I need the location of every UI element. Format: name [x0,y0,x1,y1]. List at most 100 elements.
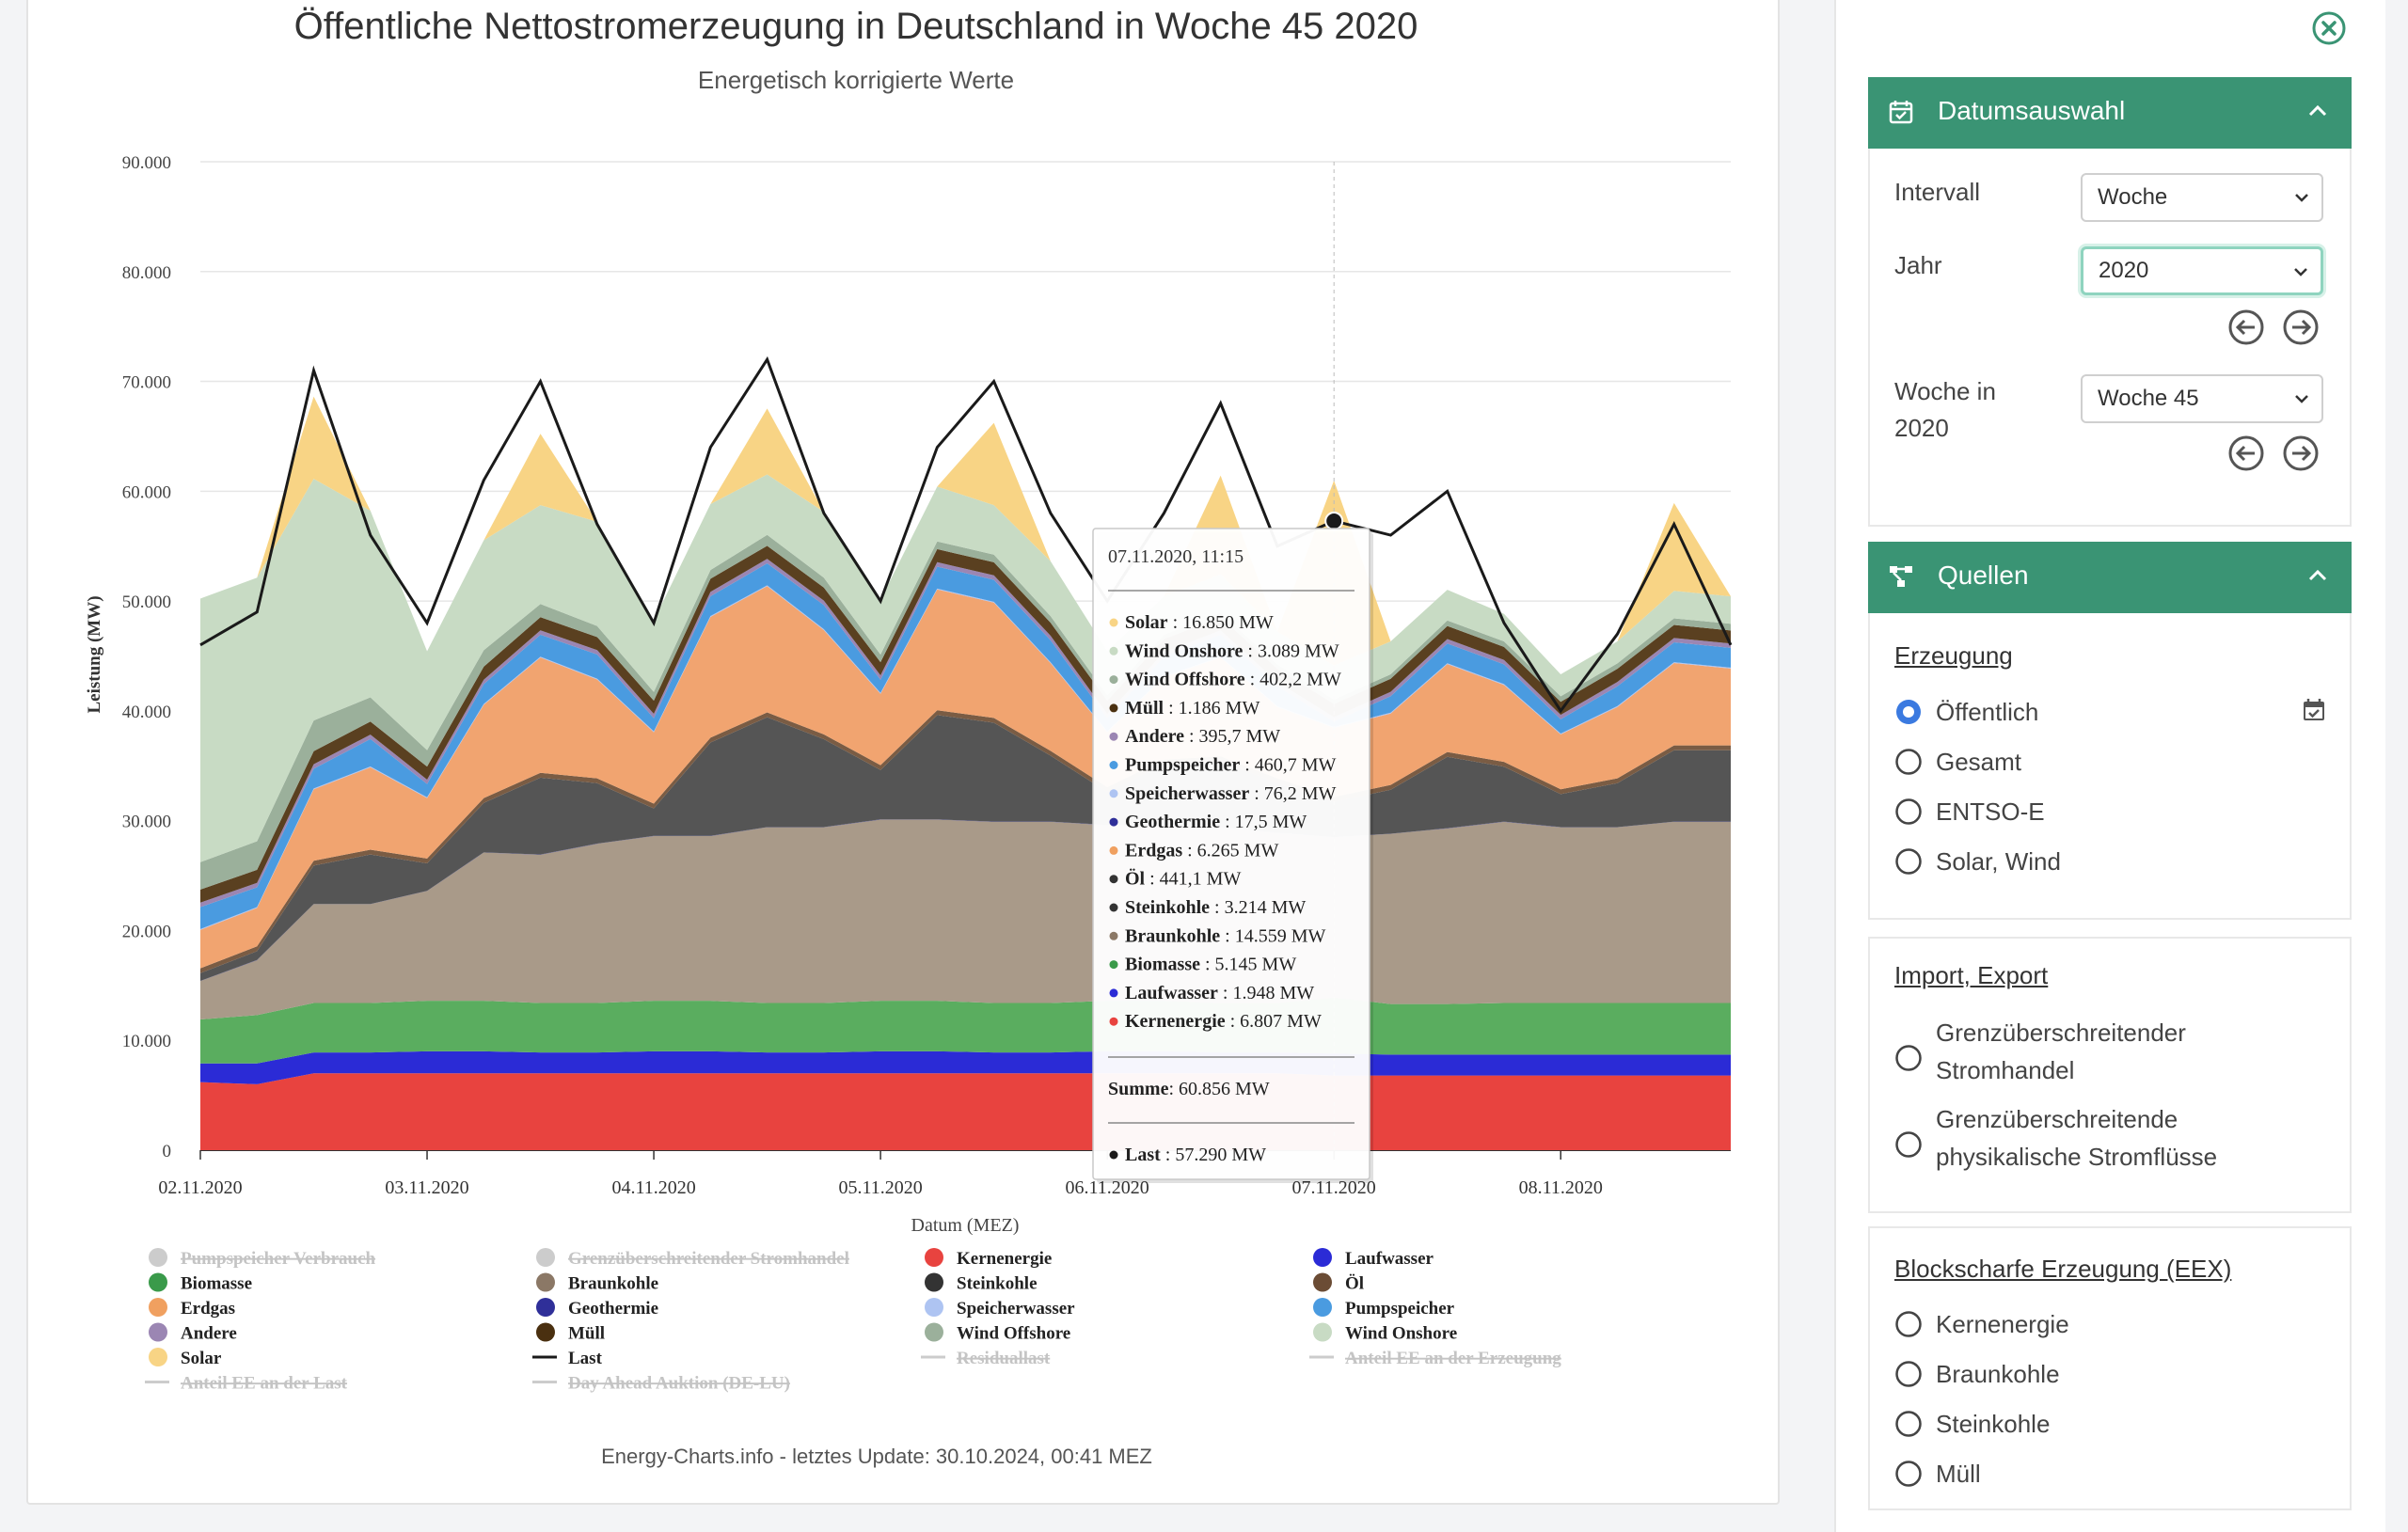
tooltip-dot [1109,931,1118,940]
legend-item[interactable]: Pumpspeicher Verbrauch [149,1248,376,1269]
intervall-label: Intervall [1894,178,1981,206]
legend-label: Braunkohle [568,1274,658,1294]
jahr-select[interactable]: 2020 [2081,246,2323,295]
sources-icon [1890,566,1912,587]
y-tick-label: 70.000 [122,373,171,393]
tooltip-row-label: Solar [1125,612,1168,633]
radio-block[interactable] [1894,1360,1923,1388]
prev-year-arrow-icon[interactable] [2227,308,2265,346]
radio-block[interactable] [1894,1310,1923,1338]
legend-item[interactable]: Speicherwasser [925,1298,1075,1319]
legend-item[interactable]: Solar [149,1348,222,1368]
tooltip-row-label: Geothermie [1125,812,1220,832]
legend-item[interactable]: Wind Offshore [925,1322,1070,1344]
legend-label: Residuallast [957,1349,1051,1368]
chevron-up-icon[interactable] [2308,568,2327,581]
y-tick-label: 60.000 [122,482,171,502]
next-year-arrow-icon[interactable] [2282,308,2320,346]
block-title[interactable]: Blockscharfe Erzeugung (EEX) [1894,1255,2232,1283]
close-icon[interactable] [2311,10,2347,46]
legend-item[interactable]: Kernenergie [925,1248,1052,1269]
radio-import-label: Grenzüberschreitender [1936,1019,2186,1047]
tooltip-dot [1109,732,1118,741]
legend-item[interactable]: Anteil EE an der Erzeugung [1309,1349,1561,1368]
legend-label: Anteil EE an der Last [181,1374,348,1394]
legend-item[interactable]: Andere [149,1322,237,1344]
legend-label: Andere [181,1324,237,1344]
erzeugung-title[interactable]: Erzeugung [1894,641,2013,670]
radio-erzeugung[interactable] [1894,798,1923,826]
legend-item[interactable]: Öl [1313,1272,1364,1294]
legend-item[interactable]: Laufwasser [1313,1248,1434,1269]
woche-value: Woche 45 [2098,386,2199,411]
radio-block[interactable] [1894,1410,1923,1438]
legend-marker [1313,1248,1332,1267]
legend-label: Geothermie [568,1299,658,1319]
legend-marker [925,1322,943,1342]
legend-label: Pumpspeicher Verbrauch [181,1249,376,1269]
x-tick-label: 03.11.2020 [385,1177,468,1198]
tooltip-dot [1109,761,1118,769]
tooltip-row-value: : 16.850 MW [1168,612,1274,633]
legend-item[interactable]: Day Ahead Auktion (DE-LU) [532,1374,790,1394]
legend-marker [536,1298,555,1317]
legend-item[interactable]: Last [532,1349,603,1368]
legend-item[interactable]: Wind Onshore [1313,1322,1457,1344]
legend-item[interactable]: Geothermie [536,1298,658,1319]
block-body [1868,1226,2352,1510]
tooltip-row-label: Wind Offshore [1125,670,1245,690]
tooltip-row: Müll : 1.186 MW [1125,698,1259,719]
chart-svg[interactable]: 0 10.000 20.000 30.000 40.000 50.000 60.000 70.… [0,0,1778,1448]
quellen-header[interactable]: Quellen [1868,542,2352,613]
legend-marker [1313,1322,1332,1342]
radio-erzeugung[interactable] [1894,748,1923,776]
import-title[interactable]: Import, Export [1894,961,2049,989]
tooltip-row-label: Braunkohle [1125,925,1220,946]
legend-item[interactable]: Anteil EE an der Last [145,1374,348,1394]
radio-erzeugung[interactable] [1894,698,1923,726]
chevron-up-icon[interactable] [2308,103,2327,117]
area-andere [200,559,1731,908]
chart-title: Öffentliche Nettostromerzeugung in Deuts… [293,6,1418,47]
area-pumpspeicher [200,562,1731,929]
legend-item[interactable]: Erdgas [149,1298,235,1319]
radio-erzeugung-label: Öffentlich [1936,698,2039,726]
tooltip-dot [1109,960,1118,970]
legend-item[interactable]: Braunkohle [536,1272,658,1294]
calendar-icon [1889,101,1913,124]
legend-item[interactable]: Müll [536,1322,605,1344]
series-line-last [199,355,1733,714]
legend-label: Wind Offshore [957,1324,1070,1344]
woche-select[interactable]: Woche 45 [2081,374,2323,423]
radio-erzeugung[interactable] [1894,847,1923,876]
legend-label: Erdgas [181,1299,235,1319]
tooltip-dot [1109,1150,1118,1160]
datumsauswahl-header[interactable]: Datumsauswahl [1868,77,2352,149]
tooltip-row: Braunkohle : 14.559 MW [1125,925,1325,946]
tooltip-last-value: : 57.290 MW [1161,1145,1266,1165]
tooltip-row-label: Biomasse [1125,955,1200,975]
radio-block[interactable] [1894,1460,1923,1488]
intervall-value: Woche [2098,184,2168,210]
radio-import[interactable] [1894,1044,1923,1072]
legend-marker [925,1272,943,1292]
tooltip-dot [1109,875,1118,884]
legend-label: Grenzüberschreitender Stromhandel [568,1249,849,1269]
tooltip-row: Erdgas : 6.265 MW [1125,840,1278,861]
tooltip-row: Pumpspeicher : 460,7 MW [1125,755,1337,776]
legend-item[interactable]: Residuallast [921,1349,1051,1368]
radio-import[interactable] [1894,1130,1923,1159]
legend-item[interactable]: Grenzüberschreitender Stromhandel [536,1248,849,1269]
legend-item[interactable]: Biomasse [149,1272,252,1294]
prev-week-arrow-icon[interactable] [2227,434,2265,472]
legend-item[interactable]: Steinkohle [925,1272,1038,1294]
legend-item[interactable]: Pumpspeicher [1313,1298,1455,1319]
legend-label: Kernenergie [957,1249,1052,1269]
intervall-select[interactable]: Woche [2081,173,2323,222]
tooltip-dot [1109,845,1118,855]
chart-subtitle: Energetisch korrigierte Werte [697,66,1015,94]
next-week-arrow-icon[interactable] [2282,434,2320,472]
x-axis: 02.11.2020 03.11.2020 04.11.2020 05.11.2020… [158,1150,1603,1198]
calendar-icon[interactable] [2302,698,2326,722]
chevron-down-icon [2295,194,2308,202]
